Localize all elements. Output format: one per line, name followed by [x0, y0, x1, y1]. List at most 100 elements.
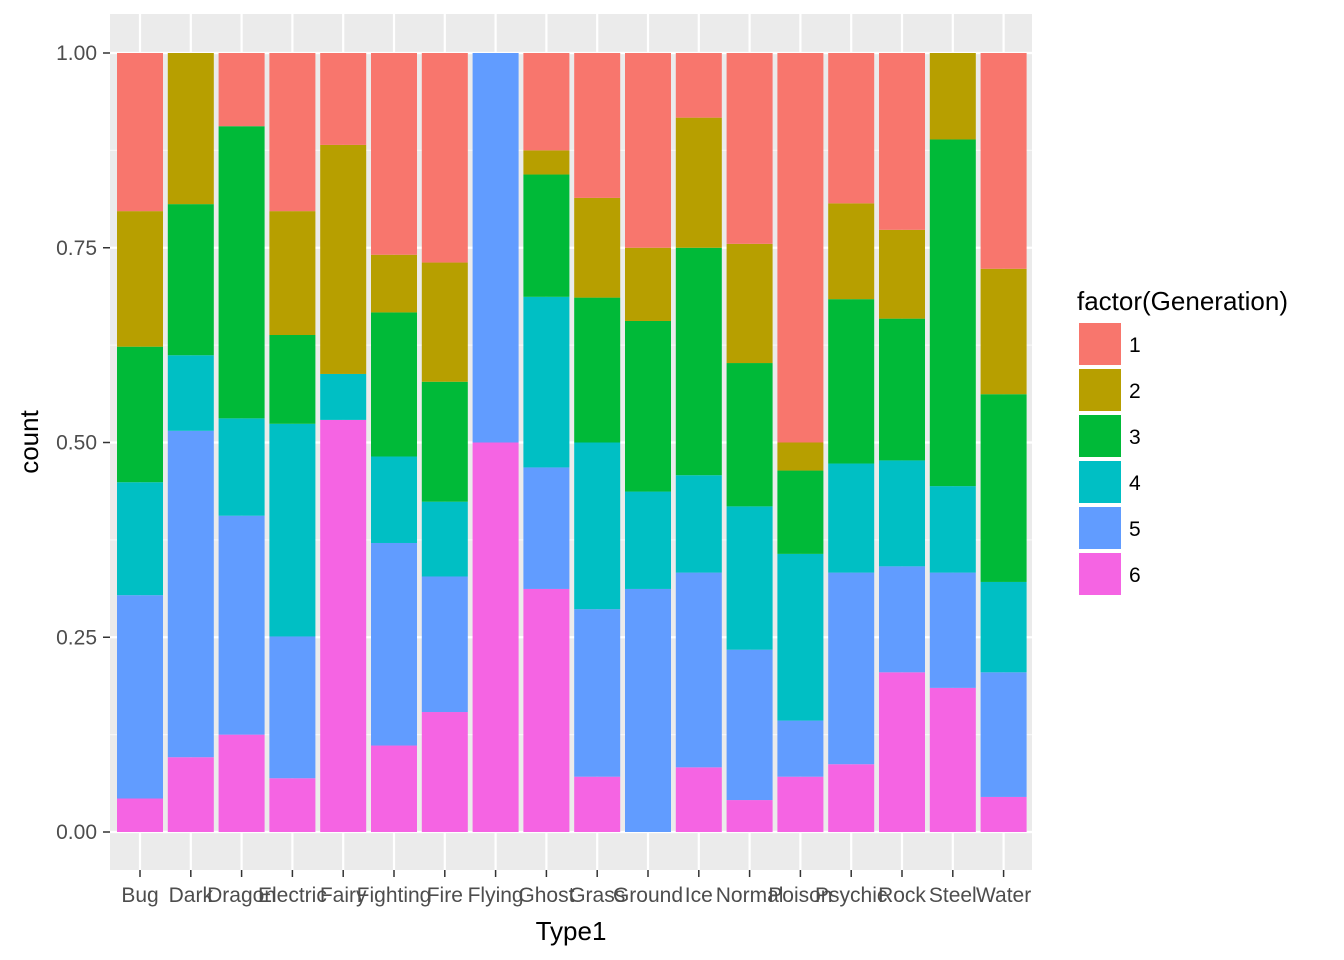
bar-segment-dragon-gen-5 [218, 515, 265, 735]
bar-stack-grass [574, 53, 621, 832]
bar-segment-dragon-gen-4 [218, 418, 265, 516]
bar-segment-steel-gen-3 [929, 139, 976, 487]
bar-segment-fairy-gen-2 [320, 144, 367, 374]
legend-swatch-gen-1 [1079, 323, 1121, 365]
legend-label-gen-5: 5 [1129, 518, 1141, 541]
x-tick-label-grass: Grass [569, 884, 625, 907]
bar-segment-bug-gen-4 [117, 482, 163, 596]
bar-segment-fairy-gen-1 [320, 53, 367, 145]
bar-segment-fire-gen-4 [421, 501, 468, 577]
bar-segment-dark-gen-6 [167, 757, 214, 832]
bar-segment-dragon-gen-1 [218, 53, 265, 127]
bar-segment-ice-gen-5 [675, 572, 722, 768]
bar-stack-fairy [320, 53, 367, 832]
y-tick-label: 0.75 [56, 237, 97, 260]
x-tick-label-ice: Ice [685, 884, 713, 907]
legend-label-gen-1: 1 [1129, 334, 1141, 357]
bar-stack-normal [726, 53, 773, 832]
bar-segment-poison-gen-4 [777, 553, 824, 721]
bar-stack-rock [879, 53, 925, 832]
bar-segment-electric-gen-6 [269, 778, 316, 832]
bar-segment-bug-gen-2 [117, 211, 163, 347]
bar-segment-bug-gen-3 [117, 346, 163, 483]
x-tick-label-dragon: Dragon [207, 884, 276, 907]
legend-label-gen-2: 2 [1129, 380, 1141, 403]
y-tick-label: 1.00 [56, 42, 97, 65]
bar-segment-poison-gen-2 [777, 442, 824, 471]
y-axis: 0.00 0.25 0.50 0.75 1.00 [56, 42, 110, 844]
bar-segment-grass-gen-4 [574, 442, 621, 610]
y-axis-title: count [14, 409, 44, 473]
bar-segment-steel-gen-2 [929, 53, 976, 140]
bar-segment-electric-gen-1 [269, 53, 316, 212]
bar-segment-ghost-gen-5 [523, 467, 570, 589]
bar-segment-psychic-gen-6 [828, 764, 875, 832]
bar-segment-fire-gen-1 [421, 53, 468, 263]
bar-stack-ice [675, 53, 722, 832]
bar-segment-bug-gen-6 [117, 798, 163, 832]
bar-segment-poison-gen-3 [777, 470, 824, 554]
y-tick-label: 0.50 [56, 432, 97, 455]
bar-stack-ground [625, 53, 671, 832]
bar-segment-fire-gen-3 [421, 381, 468, 502]
bar-segment-rock-gen-3 [879, 318, 925, 461]
legend-swatch-gen-6 [1079, 553, 1121, 595]
bar-segment-ghost-gen-2 [523, 150, 570, 175]
x-tick-label-ground: Ground [613, 884, 683, 907]
bar-segment-water-gen-1 [980, 53, 1027, 269]
bar-segment-ice-gen-6 [675, 767, 722, 832]
legend-swatch-gen-5 [1079, 507, 1121, 549]
bar-segment-normal-gen-5 [726, 649, 773, 801]
bar-stack-ghost [523, 53, 570, 832]
bar-segment-rock-gen-6 [879, 672, 925, 832]
bar-segment-ground-gen-3 [625, 320, 671, 492]
bar-segment-ghost-gen-1 [523, 53, 570, 151]
bar-segment-poison-gen-1 [777, 53, 824, 443]
x-tick-label-poison: Poison [768, 884, 832, 907]
bar-stack-water [980, 53, 1027, 832]
bar-segment-ghost-gen-3 [523, 174, 570, 297]
x-tick-label-ghost: Ghost [518, 884, 574, 907]
x-tick-label-fire: Fire [427, 884, 463, 907]
bar-segment-fighting-gen-6 [371, 745, 417, 832]
bar-segment-fighting-gen-2 [371, 254, 417, 313]
x-tick-label-normal: Normal [716, 884, 784, 907]
bar-segment-psychic-gen-5 [828, 572, 875, 765]
bar-segment-grass-gen-2 [574, 197, 621, 298]
x-tick-label-fighting: Fighting [357, 884, 432, 907]
bar-segment-electric-gen-4 [269, 423, 316, 637]
legend-swatch-gen-4 [1079, 461, 1121, 503]
bar-segment-ground-gen-1 [625, 53, 671, 248]
bar-segment-ice-gen-4 [675, 475, 722, 573]
bar-stack-fire [421, 53, 468, 832]
bar-segment-psychic-gen-2 [828, 203, 875, 300]
bar-segment-ghost-gen-6 [523, 588, 570, 832]
bar-segment-ground-gen-4 [625, 491, 671, 589]
bar-segment-water-gen-2 [980, 268, 1027, 395]
bar-segment-fairy-gen-6 [320, 419, 367, 832]
bar-segment-steel-gen-4 [929, 486, 976, 573]
y-tick-label: 0.25 [56, 626, 97, 649]
bars-layer [117, 53, 1027, 832]
x-tick-label-electric: Electric [258, 884, 327, 907]
bar-stack-poison [777, 53, 824, 832]
bar-stack-dark [167, 53, 214, 832]
bar-segment-bug-gen-5 [117, 595, 163, 799]
bar-segment-dark-gen-5 [167, 430, 214, 758]
bar-segment-dragon-gen-6 [218, 734, 265, 832]
bar-stack-steel [929, 53, 976, 832]
bar-segment-normal-gen-1 [726, 53, 773, 244]
x-tick-label-rock: Rock [878, 884, 926, 907]
bar-segment-fire-gen-5 [421, 576, 468, 713]
bar-segment-water-gen-6 [980, 796, 1027, 832]
bar-segment-electric-gen-5 [269, 636, 316, 779]
bar-segment-ice-gen-3 [675, 247, 722, 476]
bar-stack-flying [472, 53, 519, 832]
bar-segment-water-gen-4 [980, 581, 1027, 673]
bar-stack-dragon [218, 53, 265, 832]
legend-label-gen-6: 6 [1129, 564, 1141, 587]
bar-segment-water-gen-3 [980, 394, 1027, 582]
bar-segment-rock-gen-4 [879, 460, 925, 567]
